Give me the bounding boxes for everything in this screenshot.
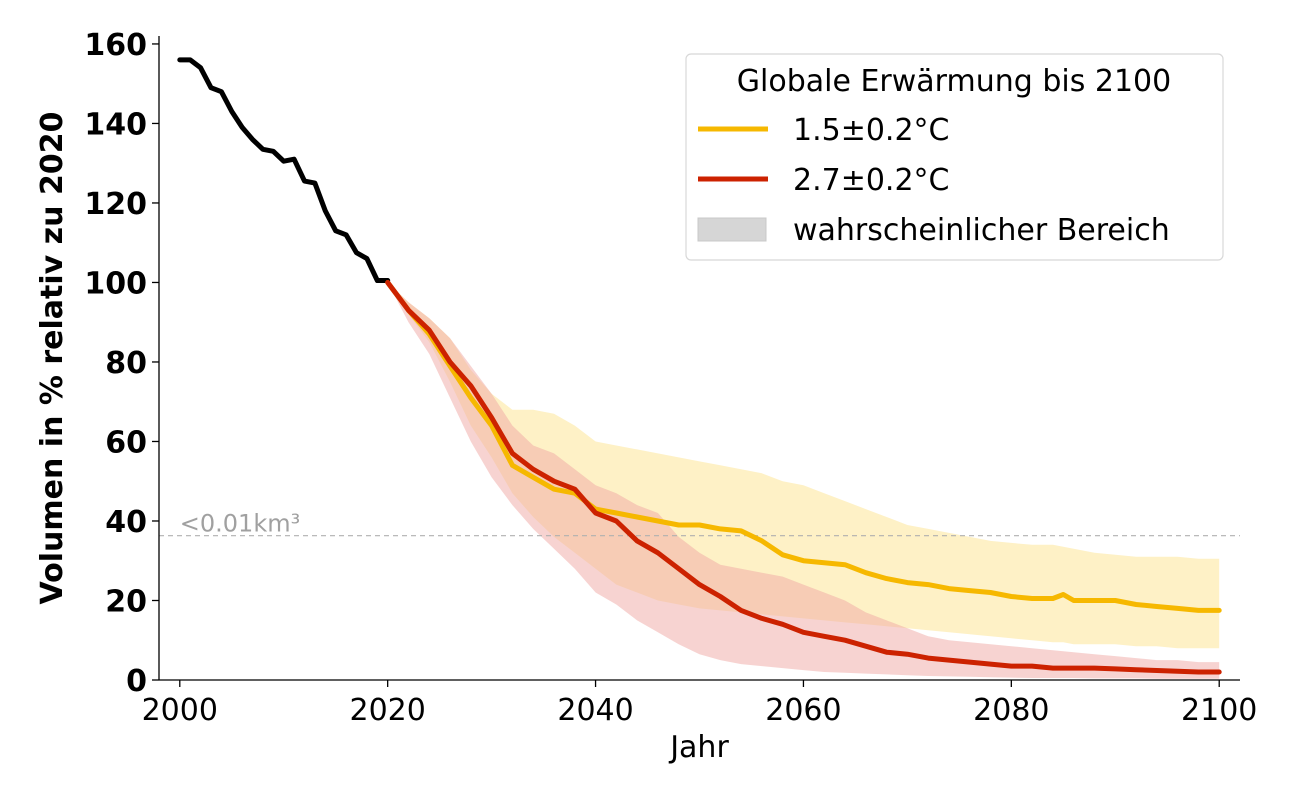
axes <box>158 36 1240 681</box>
series-line-0 <box>385 280 1222 613</box>
y-tick-label: 60 <box>105 425 147 460</box>
observed-line <box>177 57 391 283</box>
series-line-1 <box>385 280 1222 675</box>
legend-label-series-0: 1.5±0.2°C <box>793 113 950 148</box>
y-tick-label: 80 <box>105 346 147 381</box>
y-axis-title: Volumen in % relativ zu 2020 <box>35 112 70 605</box>
y-ticks: 0 20 40 60 80 100 120 140 160 <box>84 28 159 699</box>
legend-label-range: wahrscheinlicher Bereich <box>793 213 1170 248</box>
legend-label-series-1: 2.7±0.2°C <box>793 163 950 198</box>
threshold-label: <0.01km³ <box>180 510 300 538</box>
y-tick-label: 0 <box>126 664 147 699</box>
y-tick-label: 160 <box>84 28 147 63</box>
x-axis-title: Jahr <box>668 730 729 765</box>
y-tick-label: 140 <box>84 107 147 142</box>
x-tick-label: 2020 <box>349 693 425 728</box>
x-ticks: 2000 2020 2040 2060 2080 2100 <box>142 680 1257 728</box>
x-tick-label: 2080 <box>973 693 1049 728</box>
y-tick-label: 120 <box>84 187 147 222</box>
y-tick-label: 100 <box>84 266 147 301</box>
x-tick-label: 2060 <box>765 693 841 728</box>
y-tick-label: 20 <box>105 584 147 619</box>
legend-title: Globale Erwärmung bis 2100 <box>737 64 1171 99</box>
legend-swatch-range <box>697 217 767 242</box>
x-tick-label: 2040 <box>557 693 633 728</box>
legend: Globale Erwärmung bis 2100 1.5±0.2°C 2.7… <box>685 53 1224 261</box>
legend-frame <box>685 53 1224 261</box>
range-band-series-1 <box>387 282 1220 679</box>
y-tick-label: 40 <box>105 505 147 540</box>
series-lines <box>177 57 1222 675</box>
x-tick-label: 2100 <box>1181 693 1257 728</box>
x-tick-label: 2000 <box>142 693 218 728</box>
uncertainty-bands <box>387 282 1220 679</box>
